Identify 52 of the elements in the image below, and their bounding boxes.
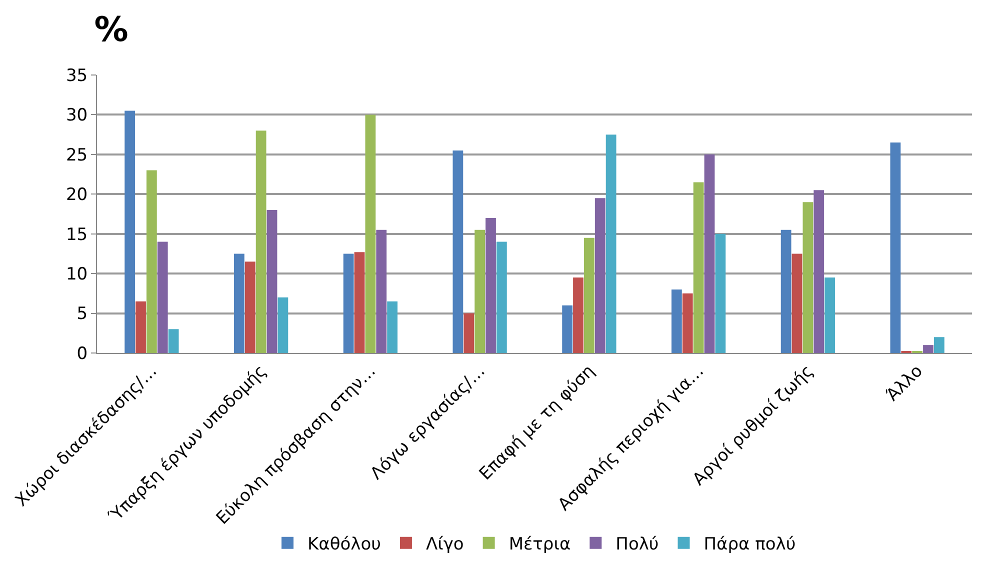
- bar: [704, 154, 715, 353]
- bar: [606, 134, 616, 353]
- legend-label: Πάρα πολύ: [704, 534, 796, 555]
- bar: [244, 262, 256, 353]
- bar: [594, 198, 606, 353]
- bar: [354, 252, 365, 353]
- bar: [682, 293, 693, 353]
- bar: [486, 218, 496, 353]
- y-tick-label: 35: [66, 66, 88, 86]
- bar: [715, 234, 726, 353]
- y-tick-label: 5: [76, 304, 88, 324]
- bar: [890, 142, 901, 353]
- bar: [452, 150, 464, 353]
- bar: [780, 230, 792, 353]
- bar: [562, 305, 573, 353]
- bar: [802, 202, 814, 353]
- bar: [124, 110, 136, 353]
- bar: [573, 278, 584, 353]
- bar: [584, 238, 594, 353]
- bar: [278, 297, 288, 353]
- bar: [146, 170, 157, 353]
- bar: [824, 278, 836, 353]
- y-tick-label: 20: [66, 185, 88, 206]
- y-tick-label: 15: [66, 224, 88, 245]
- bar: [814, 190, 824, 353]
- y-tick-label: 30: [66, 106, 88, 126]
- legend-label: Καθόλου: [308, 534, 381, 555]
- legend-label: Λίγο: [426, 534, 464, 555]
- bar: [157, 242, 168, 353]
- bar: [496, 242, 507, 353]
- bar: [792, 254, 802, 353]
- bar: [256, 130, 266, 353]
- y-tick-label: 0: [76, 344, 88, 364]
- bar: [671, 289, 682, 353]
- bar: [376, 230, 387, 353]
- bar: [693, 182, 704, 353]
- bar: [934, 337, 944, 353]
- y-tick-label: 10: [66, 264, 88, 285]
- bar: [234, 254, 244, 353]
- bar: [136, 301, 146, 353]
- bar: [168, 329, 179, 353]
- bar: [474, 230, 486, 353]
- legend-label: Πολύ: [616, 534, 659, 555]
- chart-title: %: [94, 10, 128, 50]
- bar: [923, 345, 934, 353]
- bar: [266, 210, 278, 353]
- bar: [343, 254, 354, 353]
- bar: [387, 301, 398, 353]
- legend-label: Μέτρια: [508, 534, 571, 555]
- y-tick-label: 25: [66, 145, 88, 166]
- bar: [464, 313, 474, 353]
- bar: [365, 114, 376, 353]
